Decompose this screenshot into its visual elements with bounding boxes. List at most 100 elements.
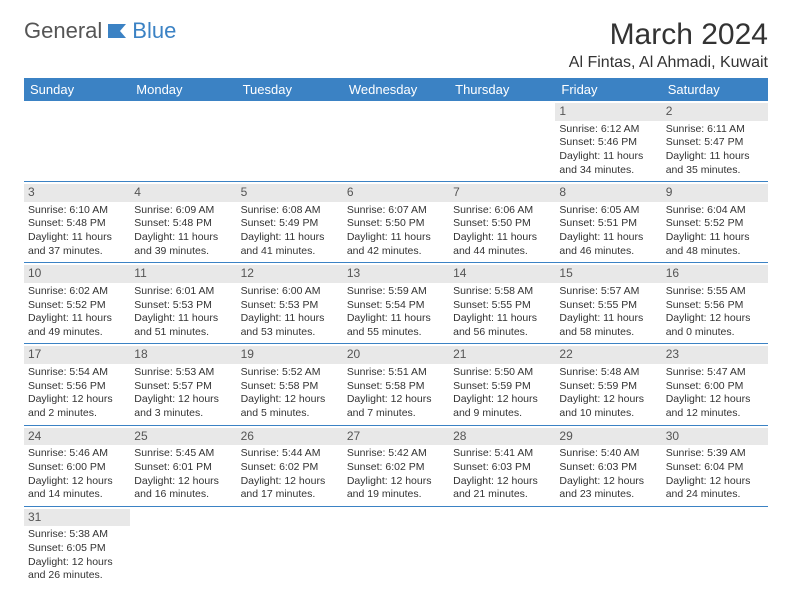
cell-daylight1: Daylight: 11 hours [666, 150, 764, 164]
day-number: 4 [130, 184, 236, 202]
cell-daylight1: Daylight: 11 hours [559, 231, 657, 245]
calendar-cell [237, 506, 343, 587]
calendar-cell [449, 506, 555, 587]
cell-daylight1: Daylight: 11 hours [453, 312, 551, 326]
calendar-cell [130, 506, 236, 587]
day-number: 29 [555, 428, 661, 446]
cell-sunrise: Sunrise: 5:38 AM [28, 528, 126, 542]
cell-sunrise: Sunrise: 6:06 AM [453, 204, 551, 218]
cell-daylight2: and 53 minutes. [241, 326, 339, 340]
calendar-cell: 13Sunrise: 5:59 AMSunset: 5:54 PMDayligh… [343, 263, 449, 344]
day-number: 23 [662, 346, 768, 364]
cell-daylight2: and 44 minutes. [453, 245, 551, 259]
cell-daylight1: Daylight: 12 hours [666, 475, 764, 489]
cell-daylight1: Daylight: 12 hours [347, 475, 445, 489]
cell-sunset: Sunset: 6:02 PM [347, 461, 445, 475]
logo: General Blue [24, 18, 176, 44]
cell-sunrise: Sunrise: 5:45 AM [134, 447, 232, 461]
cell-sunrise: Sunrise: 5:40 AM [559, 447, 657, 461]
cell-sunrise: Sunrise: 5:51 AM [347, 366, 445, 380]
day-number: 8 [555, 184, 661, 202]
calendar-cell [343, 101, 449, 182]
day-number: 20 [343, 346, 449, 364]
cell-daylight2: and 2 minutes. [28, 407, 126, 421]
cell-daylight2: and 49 minutes. [28, 326, 126, 340]
cell-daylight2: and 10 minutes. [559, 407, 657, 421]
cell-daylight2: and 39 minutes. [134, 245, 232, 259]
cell-sunset: Sunset: 5:46 PM [559, 136, 657, 150]
calendar-cell [449, 101, 555, 182]
day-number: 10 [24, 265, 130, 283]
calendar-row: 31Sunrise: 5:38 AMSunset: 6:05 PMDayligh… [24, 506, 768, 587]
cell-sunrise: Sunrise: 5:41 AM [453, 447, 551, 461]
cell-daylight1: Daylight: 12 hours [134, 393, 232, 407]
cell-sunrise: Sunrise: 6:05 AM [559, 204, 657, 218]
cell-sunset: Sunset: 5:58 PM [241, 380, 339, 394]
cell-sunset: Sunset: 6:04 PM [666, 461, 764, 475]
day-number: 26 [237, 428, 343, 446]
cell-sunrise: Sunrise: 6:00 AM [241, 285, 339, 299]
cell-daylight2: and 46 minutes. [559, 245, 657, 259]
cell-sunset: Sunset: 6:03 PM [559, 461, 657, 475]
day-number: 9 [662, 184, 768, 202]
cell-sunrise: Sunrise: 5:59 AM [347, 285, 445, 299]
cell-daylight2: and 37 minutes. [28, 245, 126, 259]
calendar-cell [237, 101, 343, 182]
weekday-header: Saturday [662, 78, 768, 101]
calendar-cell: 20Sunrise: 5:51 AMSunset: 5:58 PMDayligh… [343, 344, 449, 425]
cell-daylight2: and 12 minutes. [666, 407, 764, 421]
cell-sunset: Sunset: 5:53 PM [241, 299, 339, 313]
day-number: 2 [662, 103, 768, 121]
cell-sunset: Sunset: 5:51 PM [559, 217, 657, 231]
cell-sunrise: Sunrise: 5:39 AM [666, 447, 764, 461]
cell-sunset: Sunset: 5:49 PM [241, 217, 339, 231]
calendar-cell [130, 101, 236, 182]
cell-sunset: Sunset: 5:52 PM [28, 299, 126, 313]
calendar-cell: 5Sunrise: 6:08 AMSunset: 5:49 PMDaylight… [237, 182, 343, 263]
calendar-cell: 4Sunrise: 6:09 AMSunset: 5:48 PMDaylight… [130, 182, 236, 263]
day-number: 18 [130, 346, 236, 364]
cell-sunrise: Sunrise: 6:10 AM [28, 204, 126, 218]
calendar-cell: 3Sunrise: 6:10 AMSunset: 5:48 PMDaylight… [24, 182, 130, 263]
cell-daylight1: Daylight: 11 hours [453, 231, 551, 245]
cell-sunrise: Sunrise: 6:12 AM [559, 123, 657, 137]
cell-sunset: Sunset: 5:54 PM [347, 299, 445, 313]
calendar-cell: 29Sunrise: 5:40 AMSunset: 6:03 PMDayligh… [555, 425, 661, 506]
cell-daylight1: Daylight: 12 hours [134, 475, 232, 489]
cell-daylight2: and 26 minutes. [28, 569, 126, 583]
cell-sunset: Sunset: 5:56 PM [666, 299, 764, 313]
cell-daylight2: and 9 minutes. [453, 407, 551, 421]
cell-daylight1: Daylight: 12 hours [28, 475, 126, 489]
calendar-cell: 24Sunrise: 5:46 AMSunset: 6:00 PMDayligh… [24, 425, 130, 506]
cell-daylight1: Daylight: 12 hours [453, 393, 551, 407]
cell-daylight1: Daylight: 11 hours [347, 231, 445, 245]
header: General Blue March 2024 Al Fintas, Al Ah… [24, 18, 768, 72]
calendar-cell: 12Sunrise: 6:00 AMSunset: 5:53 PMDayligh… [237, 263, 343, 344]
cell-daylight1: Daylight: 12 hours [241, 393, 339, 407]
cell-sunset: Sunset: 5:50 PM [347, 217, 445, 231]
day-number: 22 [555, 346, 661, 364]
day-number: 30 [662, 428, 768, 446]
calendar-cell: 16Sunrise: 5:55 AMSunset: 5:56 PMDayligh… [662, 263, 768, 344]
location: Al Fintas, Al Ahmadi, Kuwait [569, 54, 768, 72]
cell-daylight2: and 34 minutes. [559, 164, 657, 178]
cell-sunrise: Sunrise: 5:50 AM [453, 366, 551, 380]
day-number: 11 [130, 265, 236, 283]
calendar-cell [662, 506, 768, 587]
calendar-cell: 19Sunrise: 5:52 AMSunset: 5:58 PMDayligh… [237, 344, 343, 425]
cell-sunrise: Sunrise: 6:08 AM [241, 204, 339, 218]
cell-daylight2: and 14 minutes. [28, 488, 126, 502]
logo-text-blue: Blue [132, 18, 176, 44]
cell-daylight1: Daylight: 12 hours [347, 393, 445, 407]
cell-sunset: Sunset: 6:05 PM [28, 542, 126, 556]
cell-daylight2: and 16 minutes. [134, 488, 232, 502]
cell-daylight2: and 17 minutes. [241, 488, 339, 502]
cell-sunset: Sunset: 5:59 PM [559, 380, 657, 394]
month-title: March 2024 [569, 18, 768, 52]
cell-daylight2: and 5 minutes. [241, 407, 339, 421]
cell-sunset: Sunset: 5:52 PM [666, 217, 764, 231]
day-number: 24 [24, 428, 130, 446]
cell-daylight2: and 41 minutes. [241, 245, 339, 259]
day-number: 19 [237, 346, 343, 364]
calendar-cell: 27Sunrise: 5:42 AMSunset: 6:02 PMDayligh… [343, 425, 449, 506]
